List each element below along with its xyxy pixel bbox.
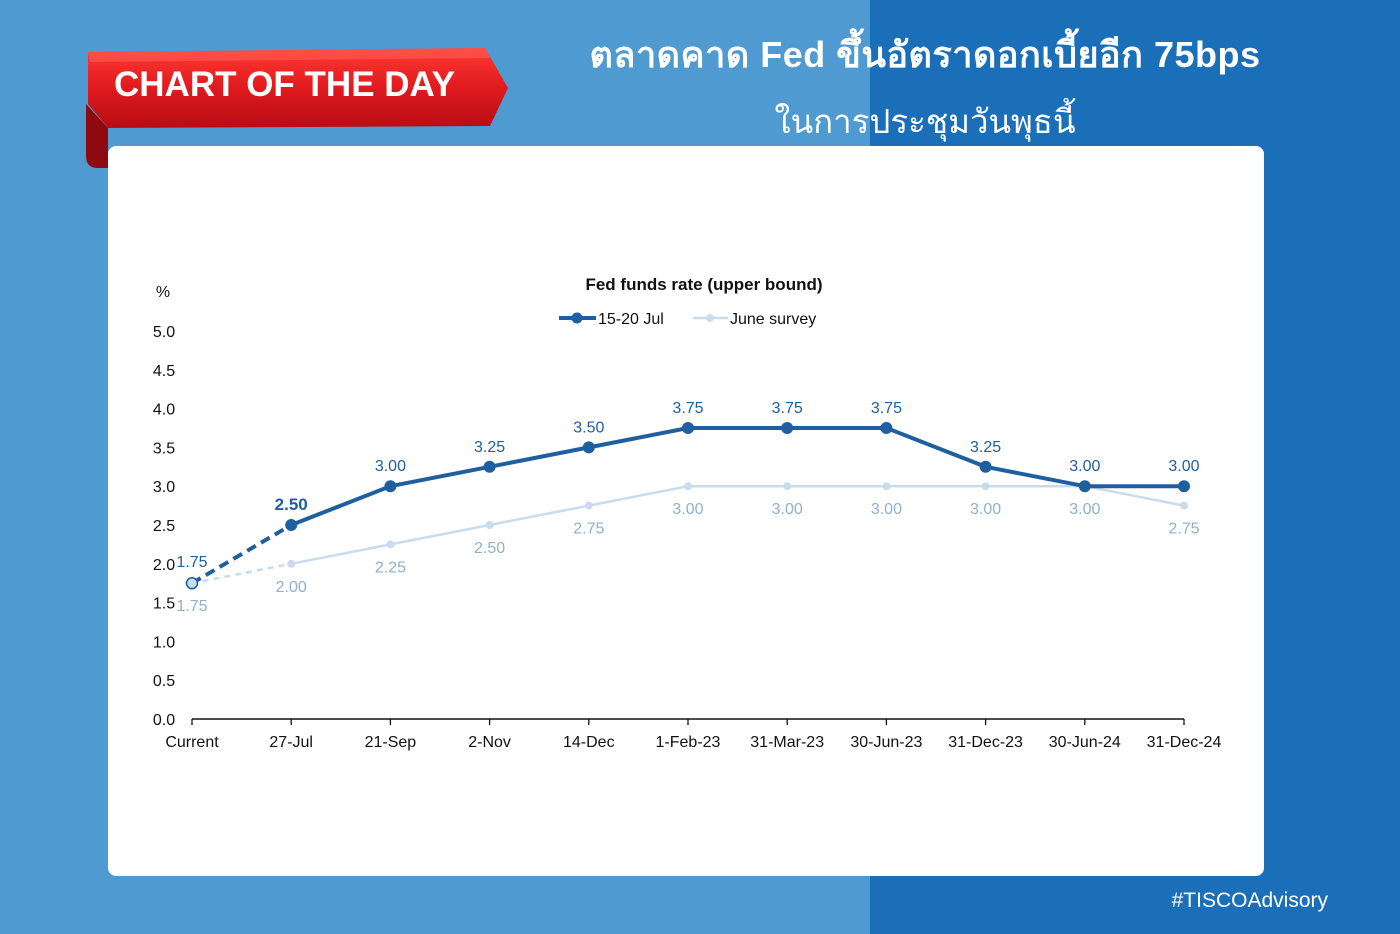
hashtag-label: #TISCOAdvisory bbox=[1171, 889, 1328, 912]
data-point bbox=[981, 482, 990, 491]
data-label-15-20-jul: 3.25 bbox=[474, 439, 505, 456]
x-tick-label: 2-Nov bbox=[468, 734, 511, 751]
legend-marker-june-survey bbox=[706, 314, 714, 322]
data-point bbox=[584, 501, 593, 510]
data-label-15-20-jul: 1.75 bbox=[176, 554, 207, 571]
data-point bbox=[285, 519, 298, 531]
data-label-june-survey: 2.25 bbox=[375, 559, 406, 576]
data-label-15-20-jul: 3.50 bbox=[573, 419, 604, 436]
data-point bbox=[682, 422, 694, 434]
y-tick-label: 0.0 bbox=[153, 712, 175, 729]
data-point bbox=[979, 460, 992, 473]
y-tick-label: 2.5 bbox=[153, 518, 175, 535]
y-tick-label: 4.0 bbox=[153, 402, 175, 419]
series-june-survey bbox=[188, 482, 1188, 588]
data-label-june-survey: 2.00 bbox=[276, 579, 307, 596]
y-tick-label: 2.0 bbox=[153, 557, 175, 574]
data-label-june-survey: 3.00 bbox=[871, 501, 902, 518]
chart-svg: Fed funds rate (upper bound) % 15-20 Jul… bbox=[153, 275, 1222, 751]
x-tick-label: 14-Dec bbox=[563, 734, 615, 751]
data-point bbox=[287, 559, 296, 568]
legend-marker-15-20-jul bbox=[571, 312, 583, 324]
data-label-15-20-jul: 3.75 bbox=[772, 400, 803, 417]
data-label-15-20-jul: 3.75 bbox=[672, 400, 703, 417]
series-line bbox=[290, 484, 1185, 566]
y-tick-label: 3.0 bbox=[153, 479, 175, 496]
data-point bbox=[880, 422, 893, 434]
data-point bbox=[783, 482, 792, 491]
data-label-15-20-jul: 3.00 bbox=[1168, 458, 1199, 475]
data-point bbox=[1178, 480, 1190, 493]
data-point bbox=[384, 480, 397, 493]
data-point bbox=[582, 441, 595, 454]
ribbon-graphic: CHART OF THE DAY bbox=[86, 48, 508, 168]
data-label-june-survey: 2.75 bbox=[1168, 521, 1199, 538]
headline-line-1: ตลาดคาด Fed ขึ้นอัตราดอกเบี้ยอีก 75bps bbox=[589, 34, 1261, 75]
series-line bbox=[290, 426, 1184, 527]
chart-of-the-day-ribbon: CHART OF THE DAY bbox=[80, 44, 560, 174]
headline-line-2: ในการประชุมวันพุธนี้ bbox=[774, 103, 1076, 140]
series-15-20-jul bbox=[185, 422, 1190, 590]
data-point bbox=[1180, 501, 1188, 510]
x-tick-label: 31-Mar-23 bbox=[750, 734, 824, 751]
data-point bbox=[386, 540, 395, 549]
chart-title: Fed funds rate (upper bound) bbox=[585, 275, 822, 294]
data-labels: 1.75 2.50 3.00 3.25 3.50 3.75 3.75 3.75 3.25 3.00… bbox=[176, 400, 1199, 615]
data-point bbox=[882, 482, 891, 491]
y-tick-label: 1.5 bbox=[153, 596, 175, 613]
chart-panel: Fed funds rate (upper bound) % 15-20 Jul… bbox=[108, 146, 1264, 876]
data-label-15-20-jul: 3.25 bbox=[970, 439, 1001, 456]
data-label-june-survey: 3.00 bbox=[772, 501, 803, 518]
ribbon-badge-text: CHART OF THE DAY bbox=[114, 65, 455, 104]
data-point bbox=[781, 422, 794, 434]
data-point bbox=[684, 482, 692, 491]
legend: 15-20 Jul June survey bbox=[559, 311, 816, 328]
x-tick-label: Current bbox=[165, 734, 219, 751]
y-tick-label: 5.0 bbox=[153, 324, 175, 341]
x-tick-label: 21-Sep bbox=[365, 734, 417, 751]
y-tick-label: 3.5 bbox=[153, 440, 175, 457]
data-point bbox=[485, 521, 494, 529]
data-label-15-20-jul: 3.75 bbox=[871, 400, 902, 417]
data-label-june-survey: 3.00 bbox=[1069, 501, 1100, 518]
start-point-marker bbox=[185, 576, 199, 590]
data-label-15-20-jul: 3.00 bbox=[375, 458, 406, 475]
data-point bbox=[1078, 480, 1091, 493]
axes: Current 27-Jul 21-Sep 2-Nov 14-Dec 1-Feb-23 31… bbox=[153, 324, 1222, 751]
legend-label-15-20-jul: 15-20 Jul bbox=[598, 311, 664, 328]
x-tick-label: 31-Dec-23 bbox=[948, 734, 1023, 751]
data-point bbox=[483, 460, 496, 473]
headline: ตลาดคาด Fed ขึ้นอัตราดอกเบี้ยอีก 75bps ใ… bbox=[560, 26, 1290, 148]
series-line-dashed-segment bbox=[191, 562, 292, 585]
data-label-15-20-jul: 3.00 bbox=[1069, 458, 1100, 475]
y-axis-unit-label: % bbox=[156, 284, 170, 301]
legend-label-june-survey: June survey bbox=[730, 311, 816, 328]
data-label-june-survey: 2.75 bbox=[573, 521, 604, 538]
series-line-dashed-segment bbox=[190, 523, 293, 585]
y-tick-label: 1.0 bbox=[153, 634, 175, 651]
data-label-june-survey: 3.00 bbox=[672, 501, 703, 518]
y-tick-label: 0.5 bbox=[153, 673, 175, 690]
x-tick-label: 30-Jun-24 bbox=[1049, 734, 1121, 751]
data-label-june-survey: 3.00 bbox=[970, 501, 1001, 518]
data-label-june-survey: 2.50 bbox=[474, 540, 505, 557]
x-tick-label: 31-Dec-24 bbox=[1147, 734, 1222, 751]
data-label-june-survey: 1.75 bbox=[176, 598, 207, 615]
y-tick-label: 4.5 bbox=[153, 363, 175, 380]
x-tick-label: 1-Feb-23 bbox=[656, 734, 721, 751]
x-tick-label: 30-Jun-23 bbox=[850, 734, 922, 751]
data-label-15-20-jul: 2.50 bbox=[275, 495, 308, 514]
x-tick-label: 27-Jul bbox=[269, 734, 313, 751]
